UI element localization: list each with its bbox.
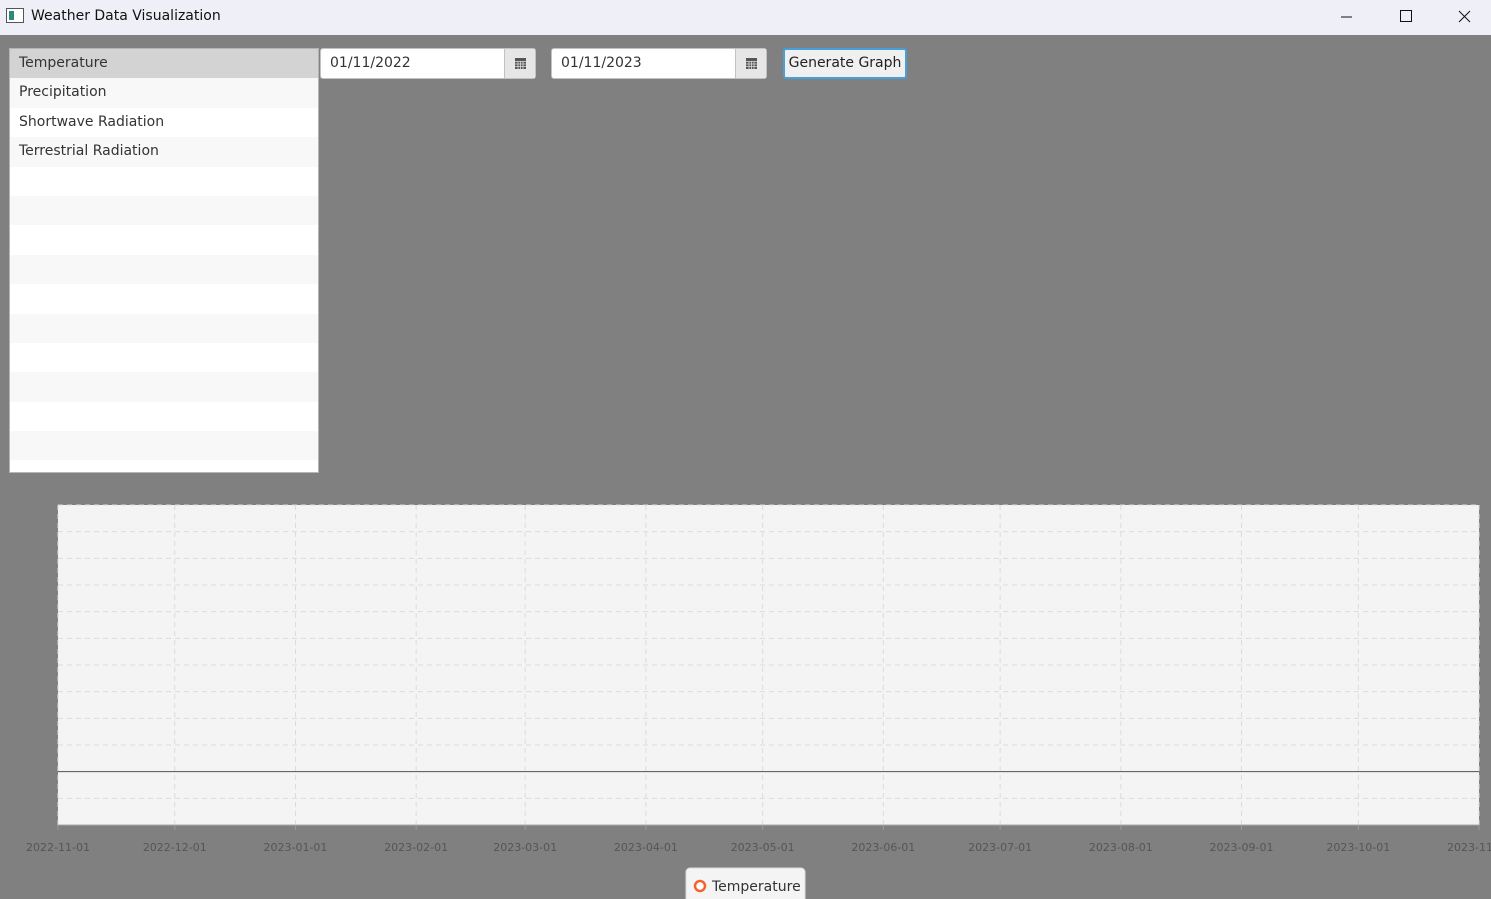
calendar-button[interactable]	[504, 49, 535, 78]
end-date-picker[interactable]: 01/11/2023	[551, 48, 767, 79]
legend-label: Temperature	[711, 879, 801, 895]
list-row	[10, 431, 318, 461]
list-item[interactable]: Terrestrial Radiation	[10, 137, 318, 167]
list-row	[10, 313, 318, 343]
x-tick-label: 2023-03-01	[493, 841, 557, 854]
list-row	[10, 372, 318, 402]
list-item[interactable]: Shortwave Radiation	[19, 113, 165, 130]
title-bar: Weather Data Visualization	[0, 0, 1491, 35]
x-tick-label: 2023-08-01	[1089, 841, 1153, 854]
calendar-icon	[515, 58, 526, 69]
calendar-button[interactable]	[735, 49, 766, 78]
legend-marker	[693, 879, 707, 893]
list-row	[10, 254, 318, 285]
x-tick-label: 2023-02-01	[384, 841, 448, 854]
list-item[interactable]: Temperature	[10, 49, 318, 79]
maximize[interactable]	[1400, 10, 1412, 22]
list-item[interactable]: Precipitation	[10, 78, 318, 108]
legend: Temperature	[685, 867, 806, 899]
start-date[interactable]: 01/11/2022	[330, 55, 411, 71]
generate-button[interactable]: Generate Graph	[783, 48, 907, 79]
x-tick-label: 2022-12-01	[143, 841, 207, 854]
legend-box	[685, 867, 806, 899]
x-tick-label: 2023-01-01	[264, 841, 328, 854]
x-tick-label: 2023-10-01	[1326, 841, 1390, 854]
app-icon	[6, 8, 24, 23]
x-tick-label: 2023-04-01	[614, 841, 678, 854]
variable-list[interactable]: Temperature Precipitation Shortwave Radiat…	[9, 48, 319, 473]
x-tick-label: 2022-11-01	[26, 841, 90, 854]
list-row	[10, 195, 318, 226]
end-date[interactable]: 01/11/2023	[561, 55, 642, 71]
start-date-picker[interactable]: 01/11/2022	[320, 48, 536, 79]
x-tick-label: 2023-09-01	[1210, 841, 1274, 854]
x-tick-label: 2023-05-01	[731, 841, 795, 854]
calendar-icon	[746, 58, 757, 69]
x-tick-label: 2023-07-01	[968, 841, 1032, 854]
close[interactable]	[1458, 10, 1471, 23]
x-tick-label: 2023-06-01	[851, 841, 915, 854]
x-tick-label: 2023-11-01	[1447, 841, 1491, 854]
window-controls[interactable]	[1331, 0, 1491, 35]
window-title: Weather Data Visualization	[31, 8, 221, 24]
